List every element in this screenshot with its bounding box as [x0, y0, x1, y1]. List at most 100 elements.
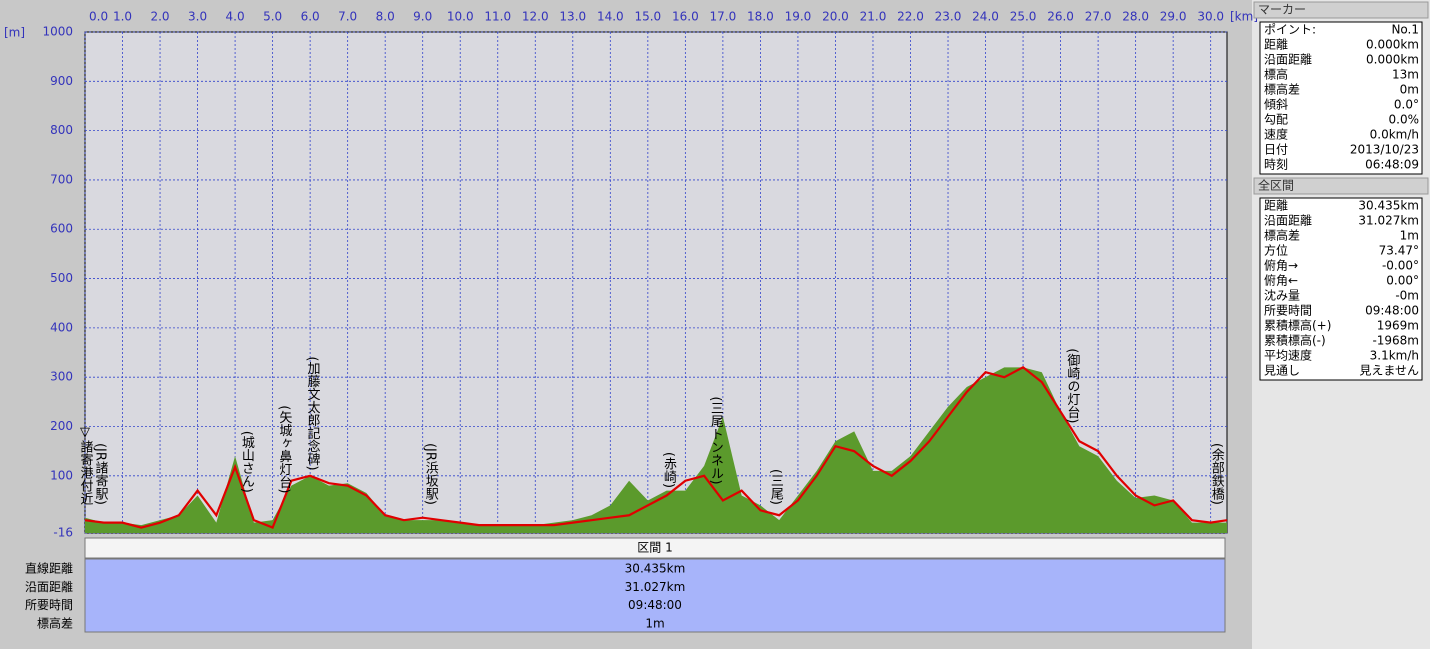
panel-value: 3.1km/h [1370, 349, 1419, 363]
panel-header-bg [1253, 1, 1429, 19]
panel-body [1259, 197, 1423, 381]
x-tick-label: 8.0 [376, 10, 395, 24]
section-header: 区間 1 [637, 541, 672, 555]
x-tick-label: 11.0 [484, 10, 511, 24]
track-line [84, 366, 1228, 530]
panel-label: 沿面距離 [1264, 214, 1312, 228]
panel-label: 勾配 [1264, 113, 1288, 127]
annotation: (余部鉄橋) [1209, 443, 1225, 505]
x-tick-label: 19.0 [785, 10, 812, 24]
panel-label: 方位 [1264, 243, 1288, 258]
panel-value: 0.000km [1366, 38, 1419, 52]
x-tick-label: 27.0 [1085, 10, 1112, 24]
panel-value: 0.0% [1389, 113, 1420, 127]
terrain-area [85, 367, 1227, 533]
panel-body [1259, 21, 1423, 175]
x-tick-label: 9.0 [413, 10, 432, 24]
x-tick-label: 18.0 [747, 10, 774, 24]
panel-label: 沈み量 [1264, 288, 1300, 303]
panel-label: 累積標高(+) [1264, 318, 1331, 333]
x-tick-label: 1.0 [113, 10, 132, 24]
x-tick-label: 4.0 [226, 10, 245, 24]
panel-label: 平均速度 [1264, 348, 1312, 363]
panel-label: 傾斜 [1264, 98, 1288, 112]
panel-value: -0.00° [1382, 259, 1419, 273]
row-label: 沿面距離 [25, 580, 73, 594]
panel-value: 0.000km [1366, 53, 1419, 67]
panel-value: 13m [1392, 68, 1419, 82]
panel-value: 0.0° [1394, 98, 1419, 112]
y-tick-label: -16 [53, 526, 73, 540]
y-tick-label: 100 [50, 468, 73, 482]
panel-value: 1m [1400, 229, 1419, 243]
panel-title: マーカー [1258, 3, 1306, 17]
x-tick-label: 16.0 [672, 10, 699, 24]
annotation: (城山さん) [239, 431, 255, 493]
panel-value: 06:48:09 [1365, 158, 1419, 172]
row-value: 09:48:00 [628, 598, 682, 612]
panel-label: 標高差 [1264, 228, 1300, 243]
panel-label: 標高差 [1264, 82, 1300, 97]
x-tick-label: 30.0 [1197, 10, 1224, 24]
annotation: (御崎の灯台) [1064, 348, 1080, 423]
y-tick-label: 400 [50, 320, 73, 334]
x-tick-label: 17.0 [710, 10, 737, 24]
row-label: 所要時間 [25, 598, 73, 612]
annotation: (JR諸寄駅) [93, 443, 109, 505]
panel-value: 見えません [1359, 364, 1419, 378]
annotation: (三尾トンネル) [708, 396, 724, 484]
x-tick-label: 10.0 [447, 10, 474, 24]
y-tick-label: 800 [50, 123, 73, 137]
y-tick-label: 600 [50, 222, 73, 236]
x-tick-label: 20.0 [822, 10, 849, 24]
y-unit: [m] [4, 26, 25, 40]
x-tick-label: 15.0 [634, 10, 661, 24]
section-body-bg [84, 558, 1226, 633]
y-tick-label: 500 [50, 271, 73, 285]
panel-label: 標高 [1264, 67, 1288, 82]
panel-value: 0.00° [1386, 274, 1419, 288]
annotation: (JR浜坂駅) [423, 443, 439, 505]
x-tick-label: 0.0 [89, 10, 108, 24]
y-tick-label: 200 [50, 419, 73, 433]
x-tick-label: 22.0 [897, 10, 924, 24]
y-tick-label: 1000 [42, 25, 73, 39]
section-header-bg [84, 537, 1226, 559]
panel-title: 全区間 [1258, 178, 1294, 193]
panel-label: 見通し [1264, 364, 1300, 378]
row-label: 標高差 [37, 615, 73, 630]
x-tick-label: 3.0 [188, 10, 207, 24]
x-tick-label: 21.0 [860, 10, 887, 24]
panel-label: 所要時間 [1264, 304, 1312, 318]
x-unit: [km] [1230, 10, 1258, 24]
y-tick-label: 700 [50, 172, 73, 186]
panel-header-bg [1253, 177, 1429, 195]
panel-label: 日付 [1264, 143, 1288, 157]
panel-label: 沿面距離 [1264, 53, 1312, 67]
panel-label: ポイント: [1264, 23, 1316, 37]
panel-label: 時刻 [1264, 158, 1288, 172]
panel-value: 09:48:00 [1365, 304, 1419, 318]
annotation: (加藤文太郎記念碑) [305, 356, 321, 470]
panel-label: 距離 [1264, 199, 1288, 213]
row-value: 31.027km [625, 580, 686, 594]
panel-value: 0m [1400, 83, 1419, 97]
x-tick-label: 14.0 [597, 10, 624, 24]
panel-label: 距離 [1264, 38, 1288, 52]
panel-value: 73.47° [1379, 244, 1419, 258]
panel-value: -0m [1395, 289, 1419, 303]
x-tick-label: 26.0 [1047, 10, 1074, 24]
panel-value: 30.435km [1358, 199, 1419, 213]
panel-value: 1969m [1377, 319, 1419, 333]
annotation: (三尾) [768, 469, 784, 505]
x-tick-label: 25.0 [1010, 10, 1037, 24]
y-tick-label: 300 [50, 370, 73, 384]
panel-label: 速度 [1264, 127, 1288, 142]
x-tick-label: 28.0 [1122, 10, 1149, 24]
x-tick-label: 2.0 [150, 10, 169, 24]
panel-value: -1968m [1372, 334, 1419, 348]
row-label: 直線距離 [25, 561, 73, 576]
x-tick-label: 7.0 [338, 10, 357, 24]
y-tick-label: 900 [50, 74, 73, 88]
